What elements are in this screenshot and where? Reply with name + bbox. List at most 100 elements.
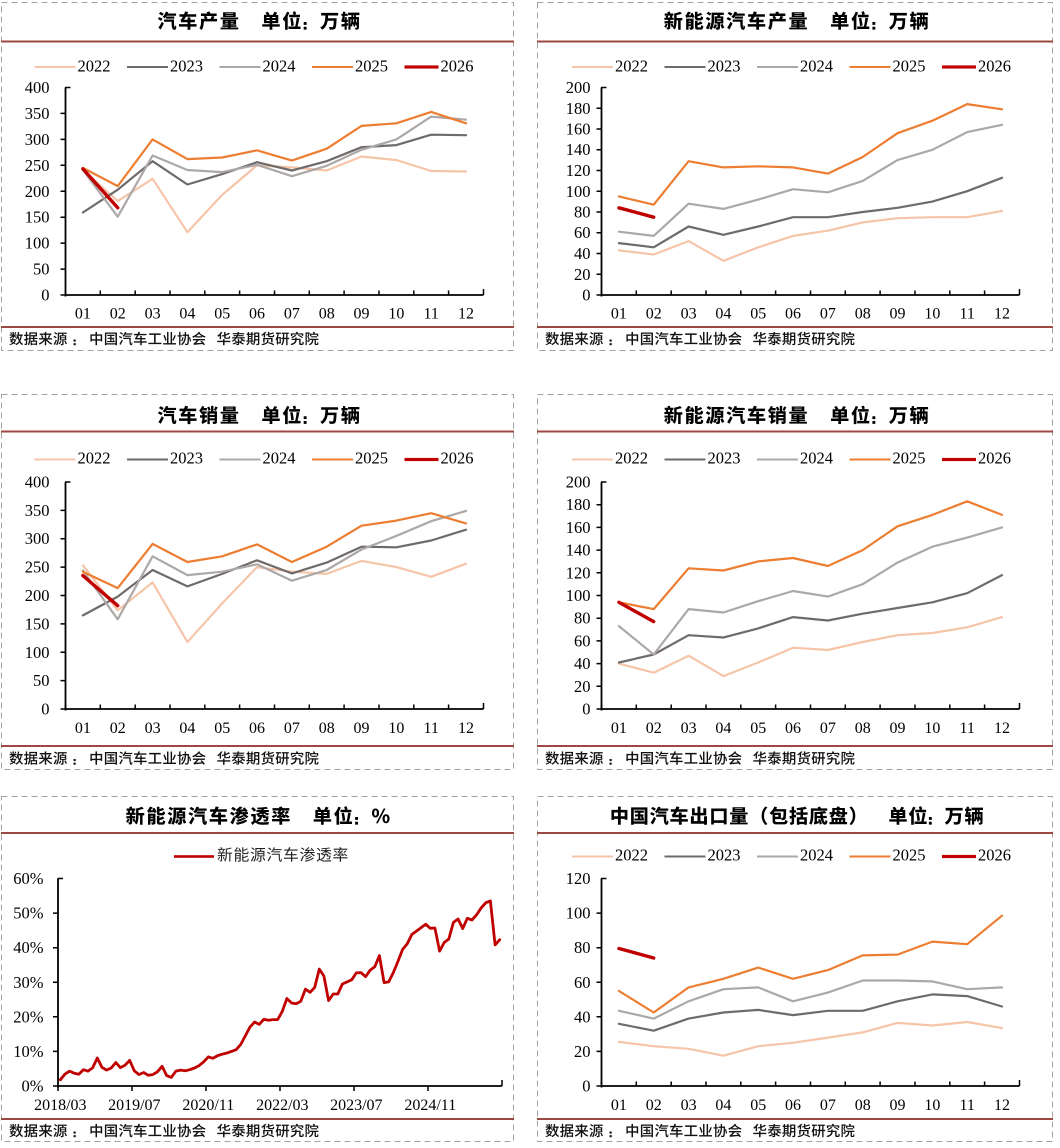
svg-text:04: 04 [179,306,195,323]
svg-text:150: 150 [25,614,50,633]
svg-text:2024: 2024 [800,846,833,865]
svg-text:160: 160 [566,518,591,537]
svg-text:02: 02 [110,720,126,737]
svg-text:250: 250 [25,156,50,175]
svg-text:03: 03 [145,720,161,737]
svg-text:06: 06 [785,1097,801,1114]
svg-text:03: 03 [145,306,161,323]
svg-text:2023: 2023 [708,449,741,468]
svg-text:350: 350 [25,501,50,520]
svg-text:10: 10 [388,720,404,737]
svg-text:2026: 2026 [978,57,1011,76]
svg-text:2025: 2025 [893,846,926,865]
svg-text:2024: 2024 [263,449,296,468]
svg-text:12: 12 [994,720,1010,737]
svg-text:10: 10 [924,720,940,737]
svg-text:11: 11 [959,1097,974,1114]
svg-text:2018/03: 2018/03 [34,1097,86,1114]
svg-text:02: 02 [646,1097,662,1114]
svg-text:07: 07 [820,1097,836,1114]
svg-text:08: 08 [855,1097,871,1114]
svg-text:09: 09 [890,306,906,323]
svg-text:200: 200 [25,182,50,201]
svg-text:40: 40 [574,1007,591,1026]
svg-text:20: 20 [574,1042,591,1061]
svg-text:30%: 30% [13,973,44,992]
svg-text:50%: 50% [13,904,44,923]
svg-text:01: 01 [611,1097,627,1114]
svg-text:60%: 60% [13,869,44,888]
svg-text:120: 120 [566,869,591,888]
svg-text:150: 150 [25,208,50,227]
svg-text:60: 60 [574,223,591,242]
svg-text:03: 03 [681,720,697,737]
svg-text:200: 200 [566,78,591,97]
svg-text:08: 08 [319,720,335,737]
svg-text:2020/11: 2020/11 [182,1097,234,1114]
svg-text:2023/07: 2023/07 [330,1097,382,1114]
svg-text:06: 06 [785,720,801,737]
svg-text:11: 11 [423,720,438,737]
svg-text:2023: 2023 [170,449,203,468]
svg-text:07: 07 [820,720,836,737]
svg-text:02: 02 [110,306,126,323]
svg-text:10: 10 [388,306,404,323]
svg-text:80: 80 [574,203,591,222]
svg-text:07: 07 [284,306,300,323]
svg-text:100: 100 [566,904,591,923]
svg-text:100: 100 [566,182,591,201]
svg-text:350: 350 [25,104,50,123]
svg-text:180: 180 [566,495,591,514]
svg-text:12: 12 [994,1097,1010,1114]
svg-text:100: 100 [566,586,591,605]
svg-text:400: 400 [25,78,50,97]
svg-text:01: 01 [75,720,91,737]
svg-text:10: 10 [924,306,940,323]
svg-text:2026: 2026 [441,57,474,76]
svg-text:01: 01 [75,306,91,323]
svg-text:2023: 2023 [170,57,203,76]
svg-text:02: 02 [646,720,662,737]
svg-text:10%: 10% [13,1042,44,1061]
svg-text:100: 100 [25,234,50,253]
svg-text:2026: 2026 [978,449,1011,468]
svg-text:07: 07 [284,720,300,737]
svg-text:2022: 2022 [78,449,111,468]
svg-text:20: 20 [574,677,591,696]
svg-text:05: 05 [750,1097,766,1114]
svg-text:08: 08 [319,306,335,323]
svg-text:2022: 2022 [78,57,111,76]
svg-text:09: 09 [354,306,370,323]
svg-text:100: 100 [25,643,50,662]
svg-text:06: 06 [249,720,265,737]
svg-text:08: 08 [855,306,871,323]
svg-text:20: 20 [574,265,591,284]
svg-text:2025: 2025 [355,449,388,468]
svg-text:2026: 2026 [441,449,474,468]
svg-text:0: 0 [41,286,49,305]
svg-text:300: 300 [25,529,50,548]
svg-text:04: 04 [179,720,195,737]
svg-text:12: 12 [994,306,1010,323]
svg-text:11: 11 [959,306,974,323]
svg-text:2022: 2022 [615,449,648,468]
svg-text:05: 05 [214,306,230,323]
svg-text:10: 10 [924,1097,940,1114]
svg-text:2025: 2025 [893,449,926,468]
svg-text:2024/11: 2024/11 [404,1097,456,1114]
svg-text:120: 120 [566,563,591,582]
svg-text:0: 0 [582,1077,590,1096]
svg-text:140: 140 [566,140,591,159]
svg-text:120: 120 [566,161,591,180]
svg-text:0: 0 [582,700,590,719]
svg-text:04: 04 [715,720,731,737]
svg-text:200: 200 [25,586,50,605]
svg-text:200: 200 [566,473,591,492]
svg-text:2023: 2023 [708,57,741,76]
svg-text:01: 01 [611,306,627,323]
svg-text:03: 03 [681,306,697,323]
svg-text:07: 07 [820,306,836,323]
svg-text:12: 12 [458,720,474,737]
svg-text:50: 50 [33,671,50,690]
svg-text:2023: 2023 [708,846,741,865]
